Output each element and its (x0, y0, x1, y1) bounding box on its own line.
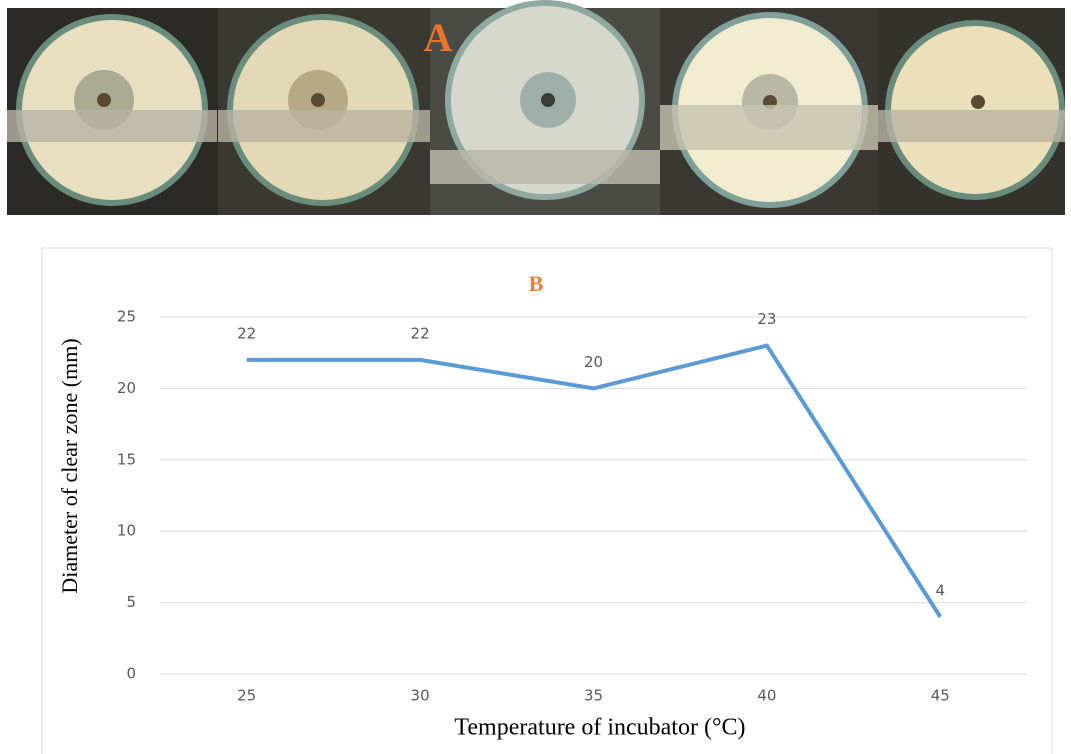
x-tick-label: 30 (411, 687, 430, 705)
y-tick-label: 15 (117, 450, 136, 468)
chart-frame (42, 248, 1052, 754)
data-label: 22 (237, 324, 256, 342)
photo-strip: A (7, 0, 1065, 215)
y-axis-label: Diameter of clear zone (mm) (57, 338, 82, 593)
y-tick-label: 5 (126, 593, 136, 611)
data-label: 4 (936, 581, 946, 599)
x-tick-label: 45 (931, 687, 950, 705)
data-label: 23 (757, 310, 776, 328)
x-tick-label: 25 (237, 687, 256, 705)
data-label: 20 (584, 353, 603, 371)
y-tick-label: 25 (117, 308, 136, 326)
panel-label: A (424, 15, 453, 60)
plate-photo (430, 0, 660, 215)
y-tick-label: 10 (117, 522, 136, 540)
y-tick-label: 0 (126, 665, 136, 683)
plate-photo (878, 8, 1065, 215)
plate-photo (660, 8, 878, 215)
data-label: 22 (411, 324, 430, 342)
x-axis-label: Temperature of incubator (°C) (454, 715, 745, 741)
page: {"photo_panel": {"label": "A"}, "chart_d… (0, 0, 1071, 754)
plate-photo (218, 8, 430, 215)
x-tick-label: 40 (757, 687, 776, 705)
figure: A B Diameter of clear zone (mm) Temperat… (0, 0, 1071, 754)
chart-title: B (529, 271, 544, 296)
y-tick-label: 20 (117, 379, 136, 397)
x-tick-label: 35 (584, 687, 603, 705)
